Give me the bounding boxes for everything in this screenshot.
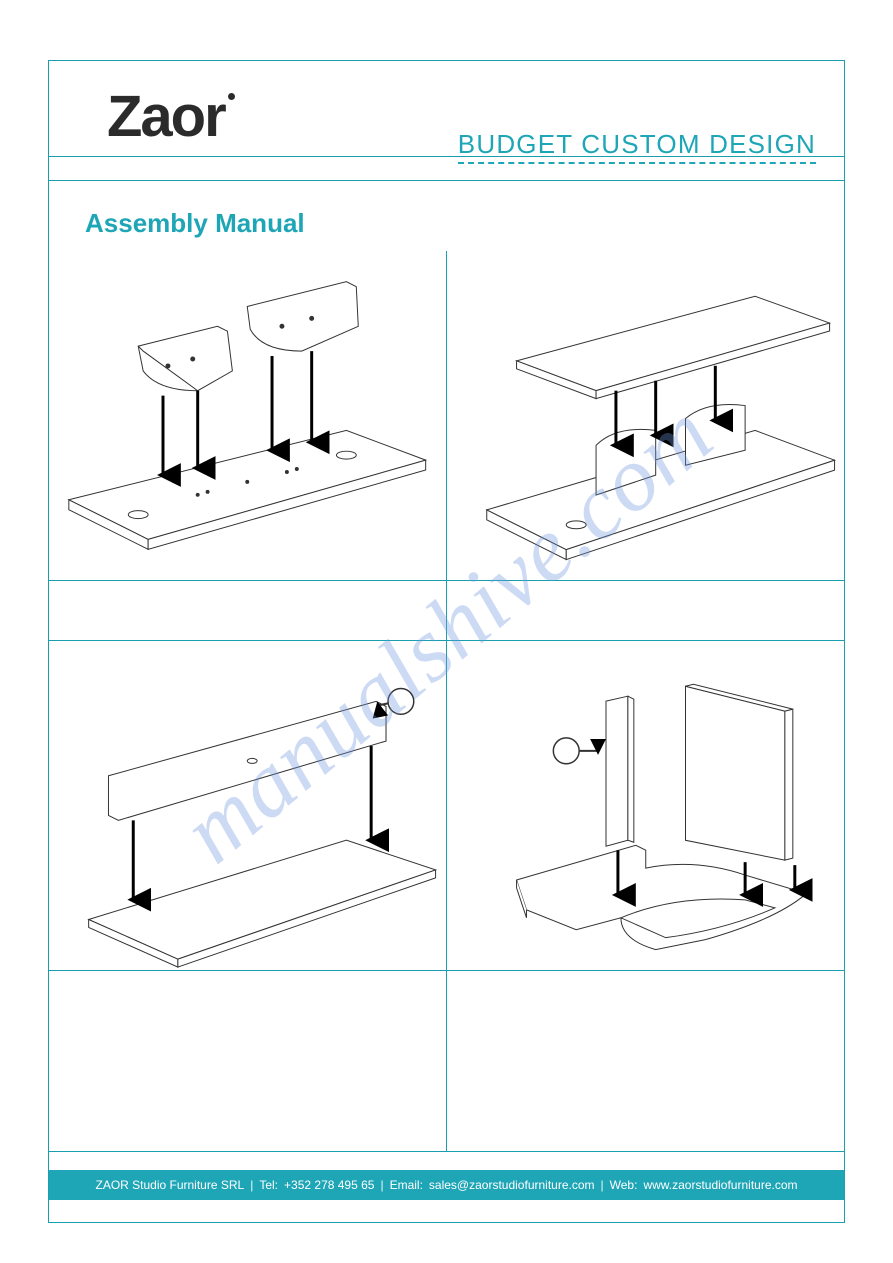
assembly-step-4 (447, 641, 845, 971)
page-frame: Zaor BUDGET CUSTOM DESIGN Assembly Manua… (48, 60, 845, 1223)
footer-tel-label: Tel: (259, 1178, 278, 1192)
footer-tel: +352 278 495 65 (284, 1178, 374, 1192)
footer-email: sales@zaorstudiofurniture.com (429, 1178, 595, 1192)
assembly-step-1 (49, 251, 447, 581)
grid-spacer-right (447, 581, 845, 641)
grid-spacer-bottom-left (49, 971, 447, 1152)
grid-spacer-left (49, 581, 447, 641)
diagram-grid (49, 251, 844, 1152)
footer-company: ZAOR Studio Furniture SRL (95, 1178, 244, 1192)
footer-sep-2: | (380, 1178, 383, 1192)
logo-dot-icon (228, 93, 235, 100)
step2-diagram (447, 251, 845, 580)
assembly-step-2 (447, 251, 845, 581)
footer-web-label: Web: (610, 1178, 638, 1192)
footer-web: www.zaorstudiofurniture.com (643, 1178, 797, 1192)
header: Zaor BUDGET CUSTOM DESIGN (49, 61, 844, 181)
grid-spacer-bottom-right (447, 971, 845, 1152)
title-band: Assembly Manual (49, 181, 844, 251)
brand-logo: Zaor (107, 83, 235, 150)
footer-sep-3: | (601, 1178, 604, 1192)
tagline: BUDGET CUSTOM DESIGN (458, 129, 816, 164)
step3-diagram (49, 641, 446, 970)
step4-diagram (447, 641, 845, 970)
logo-text: Zaor (107, 83, 225, 150)
footer-sep-1: | (250, 1178, 253, 1192)
footer-email-label: Email: (390, 1178, 423, 1192)
footer-bar: ZAOR Studio Furniture SRL | Tel: +352 27… (49, 1170, 844, 1200)
step1-diagram (49, 251, 446, 580)
page-title: Assembly Manual (85, 208, 305, 239)
assembly-step-3 (49, 641, 447, 971)
